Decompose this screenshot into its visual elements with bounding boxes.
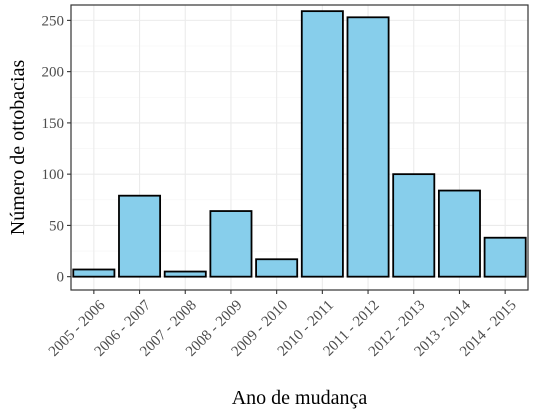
bar bbox=[346, 16, 390, 278]
bar bbox=[255, 258, 299, 278]
panel-border bbox=[70, 4, 529, 291]
y-tick-label: 250 bbox=[42, 13, 65, 29]
y-tick-label: 50 bbox=[49, 218, 64, 234]
x-axis-title: Ano de mudança bbox=[232, 387, 368, 409]
y-axis-title: Número de ottobacias bbox=[7, 60, 29, 236]
bar bbox=[163, 270, 207, 278]
bar bbox=[300, 10, 344, 278]
y-tick-label: 150 bbox=[42, 116, 65, 132]
bar bbox=[437, 189, 481, 278]
y-tick-label: 100 bbox=[42, 167, 65, 183]
y-axis-ticks: 0 50 100 150 200 250 bbox=[42, 13, 71, 286]
y-tick-label: 200 bbox=[42, 65, 65, 81]
bar bbox=[72, 268, 116, 278]
y-tick-label: 0 bbox=[57, 270, 65, 286]
bar bbox=[392, 173, 436, 278]
bar bbox=[483, 236, 527, 278]
bar bbox=[118, 194, 162, 278]
bars bbox=[72, 10, 527, 278]
bar bbox=[209, 210, 253, 278]
